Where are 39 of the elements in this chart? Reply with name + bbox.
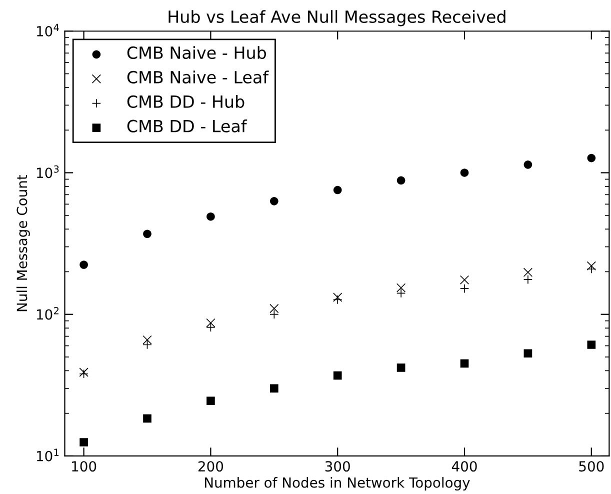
y-tick-label: 10$^{4}$ [36, 24, 59, 36]
point [206, 212, 215, 221]
legend-label: CMB Naive - Hub [127, 46, 266, 60]
point [460, 275, 470, 285]
point [524, 349, 532, 358]
x-tick-label: 200 [198, 461, 224, 472]
y-tick-label: 10$^{2}$ [36, 306, 58, 320]
point [333, 186, 342, 194]
legend-label: CMB Naive - Leaf [127, 70, 269, 84]
x-tick-label: 400 [452, 461, 477, 472]
point [396, 176, 406, 185]
y-tick-label: 10$^{3}$ [36, 165, 59, 178]
point [523, 268, 533, 277]
point [143, 230, 152, 238]
point [587, 340, 596, 349]
y-axis-title: Null Message Count [16, 174, 30, 312]
x-axis-title: Number of Nodes in Network Topology [204, 477, 470, 490]
x-tick-label: 500 [579, 461, 604, 472]
point [333, 371, 342, 380]
point [460, 168, 469, 177]
point [270, 196, 278, 206]
point [586, 261, 596, 270]
point [143, 414, 152, 423]
point [333, 295, 342, 304]
point [396, 364, 406, 372]
point [333, 292, 342, 302]
x-tick-label: 100 [72, 461, 96, 472]
point [80, 438, 88, 446]
point [587, 154, 596, 162]
chart-title: Hub vs Leaf Ave Null Messages Received [168, 10, 506, 26]
point [524, 160, 532, 169]
point [270, 384, 278, 393]
point [80, 260, 88, 269]
legend-label: CMB DD - Leaf [127, 120, 248, 132]
point [460, 359, 469, 368]
legend-label: CMB DD - Hub [127, 95, 244, 108]
y-tick-label: 10$^{1}$ [36, 448, 59, 462]
x-tick-label: 300 [325, 461, 350, 472]
point [206, 396, 215, 406]
